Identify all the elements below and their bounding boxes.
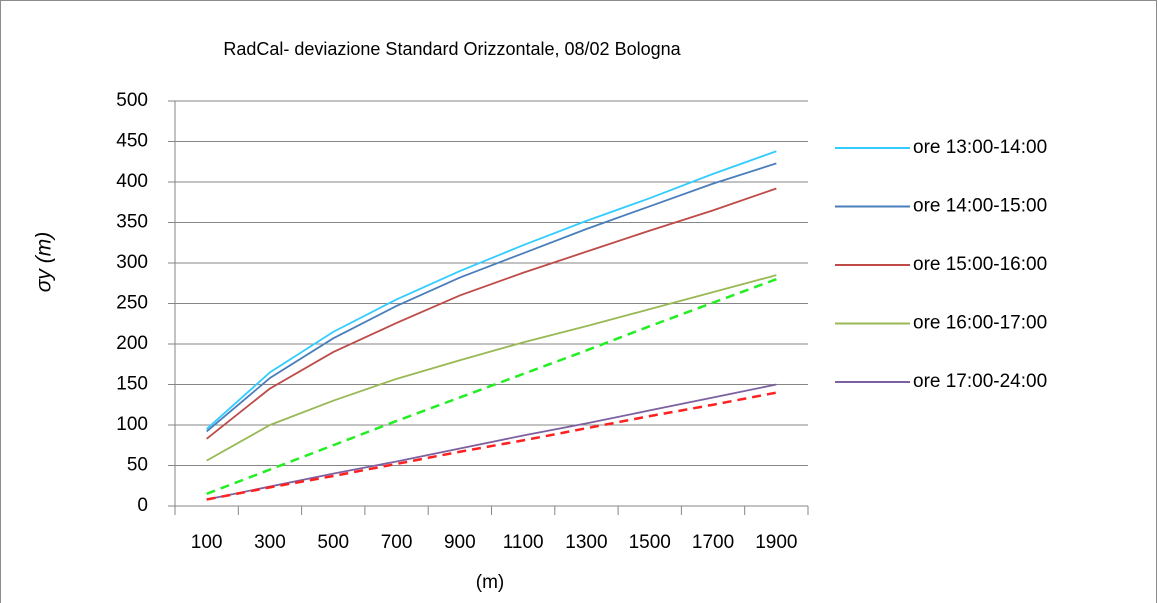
y-tick-label: 200 — [116, 333, 148, 354]
legend-label: ore 17:00-24:00 — [913, 371, 1047, 392]
y-tick-label: 350 — [116, 212, 148, 233]
x-tick-label: 1300 — [565, 532, 607, 553]
x-tick-label: 100 — [191, 532, 223, 553]
x-tick-label: 1900 — [755, 532, 797, 553]
series-line — [206, 150, 777, 430]
x-tick-label: 300 — [254, 532, 286, 553]
legend-label: ore 15:00-16:00 — [913, 254, 1047, 275]
series-line — [206, 162, 777, 433]
series-line — [206, 383, 777, 501]
x-tick-label: 1700 — [692, 532, 734, 553]
x-axis-label: (m) — [476, 572, 504, 593]
y-tick-label: 400 — [116, 171, 148, 192]
chart-title: RadCal- deviazione Standard Orizzontale,… — [223, 39, 681, 59]
y-tick-label: 250 — [116, 293, 148, 314]
dashed-line — [206, 391, 777, 501]
y-tick-label: 100 — [116, 414, 148, 435]
y-tick-label: 150 — [116, 374, 148, 395]
series-line — [206, 274, 777, 462]
x-tick-label: 900 — [444, 532, 476, 553]
y-tick-label: 500 — [116, 90, 148, 111]
dashed-line — [206, 278, 777, 496]
y-tick-label: 300 — [116, 252, 148, 273]
legend-label: ore 13:00-14:00 — [913, 137, 1047, 158]
legend-label: ore 14:00-15:00 — [913, 196, 1047, 217]
x-tick-label: 1500 — [629, 532, 671, 553]
y-tick-label: 0 — [137, 495, 148, 516]
legend-label: ore 16:00-17:00 — [913, 313, 1047, 334]
y-axis-label: σy (m) — [33, 232, 56, 292]
x-tick-label: 1100 — [503, 532, 544, 553]
y-tick-label: 50 — [127, 455, 148, 476]
y-tick-label: 450 — [116, 131, 148, 152]
x-tick-label: 700 — [381, 532, 413, 553]
series-line — [206, 187, 777, 440]
x-tick-label: 500 — [317, 532, 349, 553]
